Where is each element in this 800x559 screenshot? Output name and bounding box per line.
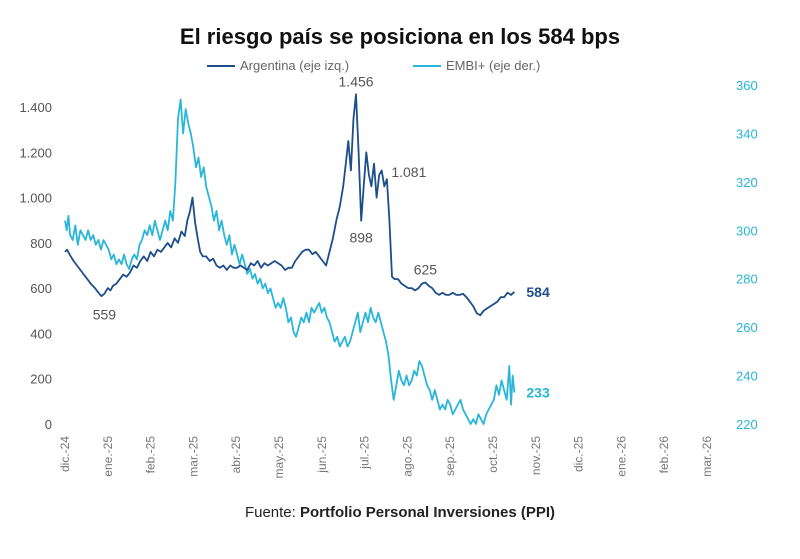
source-prefix: Fuente: — [245, 504, 300, 521]
annotation-label: 559 — [93, 306, 117, 322]
annotation-label: 898 — [349, 230, 373, 246]
source-note: Fuente: Portfolio Personal Inversiones (… — [245, 504, 555, 521]
x-tick: ene.-25 — [101, 436, 115, 477]
y-tick-right: 360 — [736, 78, 758, 93]
y-axis-left: 0 200 400 600 800 1.000 1.200 1.400 — [19, 100, 52, 432]
y-tick-right: 240 — [736, 369, 758, 384]
x-axis: dic.-24 ene.-25 feb.-25 mar.-25 abr.-25 may.-… — [58, 436, 714, 479]
y-tick-left: 200 — [30, 372, 52, 387]
x-tick: mar.-25 — [186, 436, 200, 477]
x-tick: nov.-25 — [529, 436, 543, 475]
y-axis-right: 220 240 260 280 300 320 340 360 — [736, 78, 758, 432]
y-tick-left: 0 — [45, 417, 52, 432]
x-tick: jul.-25 — [358, 436, 372, 470]
end-label: 233 — [526, 385, 550, 401]
x-tick: mar.-26 — [700, 436, 714, 477]
y-tick-left: 600 — [30, 281, 52, 296]
x-tick: dic.-25 — [572, 436, 586, 472]
y-tick-left: 1.000 — [19, 191, 52, 206]
y-tick-right: 260 — [736, 320, 758, 335]
x-tick: ene.-26 — [614, 436, 628, 477]
x-tick: feb.-25 — [144, 436, 158, 474]
legend: Argentina (eje izq.) EMBI+ (eje der.) — [207, 58, 540, 73]
annotation-label: 625 — [414, 261, 438, 277]
annotation-label: 1.456 — [339, 73, 374, 89]
annotation-label: 1.081 — [391, 164, 426, 180]
x-tick: may.-25 — [272, 436, 286, 479]
y-tick-right: 280 — [736, 272, 758, 287]
source-name: Portfolio Personal Inversiones (PPI) — [300, 504, 555, 521]
y-tick-right: 320 — [736, 175, 758, 190]
x-tick: feb.-26 — [657, 436, 671, 474]
x-tick: ago.-25 — [400, 436, 414, 477]
y-tick-left: 400 — [30, 326, 52, 341]
y-tick-right: 220 — [736, 417, 758, 432]
series-line-embi — [64, 98, 516, 425]
x-tick: oct.-25 — [486, 436, 500, 473]
legend-label-embi: EMBI+ (eje der.) — [446, 58, 540, 73]
x-tick: dic.-24 — [58, 436, 72, 472]
series-line-argentina — [64, 93, 516, 317]
legend-label-argentina: Argentina (eje izq.) — [240, 58, 349, 73]
x-tick: sep.-25 — [443, 436, 457, 476]
y-tick-right: 340 — [736, 126, 758, 141]
end-label: 584 — [526, 284, 550, 300]
y-tick-right: 300 — [736, 223, 758, 238]
annotations: 559 1.456 898 1.081 625 584 233 — [93, 73, 550, 400]
y-tick-left: 1.400 — [19, 100, 52, 115]
chart-title: El riesgo país se posiciona en los 584 b… — [180, 24, 620, 49]
x-tick: abr.-25 — [229, 436, 243, 474]
y-tick-left: 800 — [30, 236, 52, 251]
y-tick-left: 1.200 — [19, 145, 52, 160]
x-tick: jun.-25 — [315, 436, 329, 474]
